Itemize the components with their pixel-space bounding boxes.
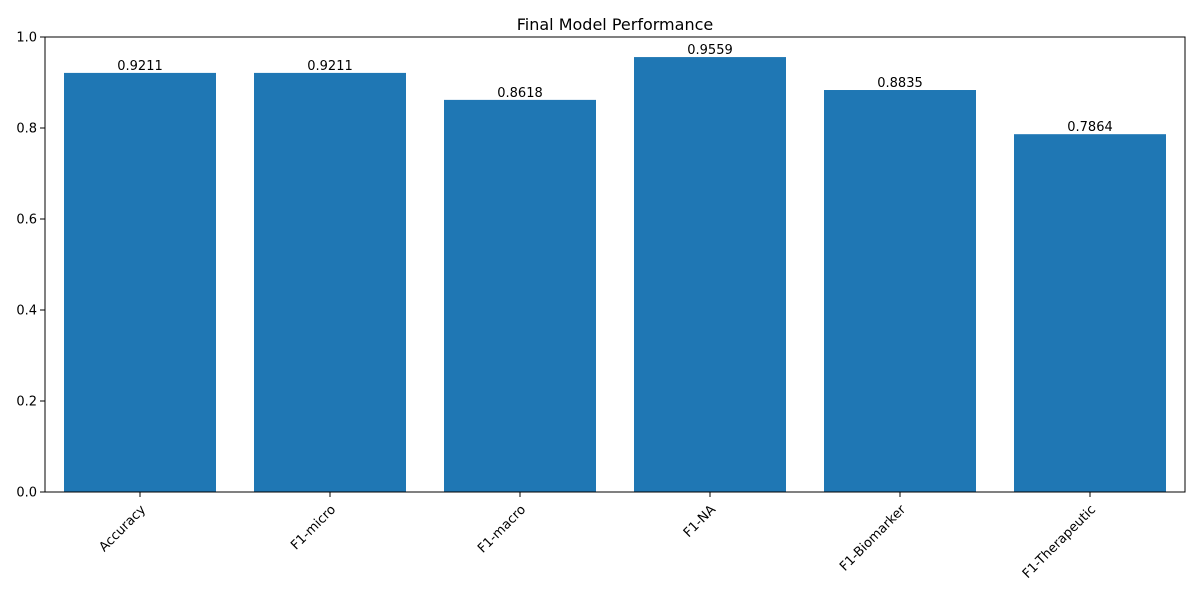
x-tick-label: F1-NA bbox=[681, 502, 719, 540]
y-tick-label: 0.4 bbox=[16, 304, 37, 319]
bar-value-label: 0.7864 bbox=[1067, 120, 1113, 135]
y-tick-label: 0.8 bbox=[16, 122, 37, 137]
bar-value-label: 0.9211 bbox=[307, 59, 353, 74]
bar bbox=[64, 72, 216, 492]
x-tick-label: F1-macro bbox=[475, 502, 529, 556]
bar-value-label: 0.8618 bbox=[497, 86, 543, 101]
chart-title: Final Model Performance bbox=[517, 15, 713, 34]
plot-area: 0.0 0.2 0.4 0.6 0.8 1.0 0.9211 Accuracy 0.9211 F1… bbox=[16, 31, 1166, 582]
bar-value-label: 0.9559 bbox=[687, 43, 733, 58]
bar bbox=[444, 99, 596, 493]
plot-frame bbox=[44, 36, 1186, 493]
y-tick-label: 0.6 bbox=[16, 213, 37, 228]
y-tick-label: 0.2 bbox=[16, 395, 37, 410]
x-tick-label: Accuracy bbox=[96, 502, 149, 555]
bar-value-label: 0.8835 bbox=[877, 76, 923, 91]
x-tick-label: F1-micro bbox=[288, 502, 339, 553]
bar bbox=[634, 57, 786, 493]
bar bbox=[254, 72, 406, 492]
bar-value-label: 0.9211 bbox=[117, 59, 163, 74]
x-tick-label: F1-Biomarker bbox=[837, 502, 909, 574]
x-tick-label: F1-Therapeutic bbox=[1020, 502, 1099, 581]
y-tick-label: 0.0 bbox=[16, 486, 37, 501]
bar bbox=[1014, 134, 1166, 493]
y-tick-label: 1.0 bbox=[16, 31, 37, 46]
bar bbox=[824, 90, 976, 492]
